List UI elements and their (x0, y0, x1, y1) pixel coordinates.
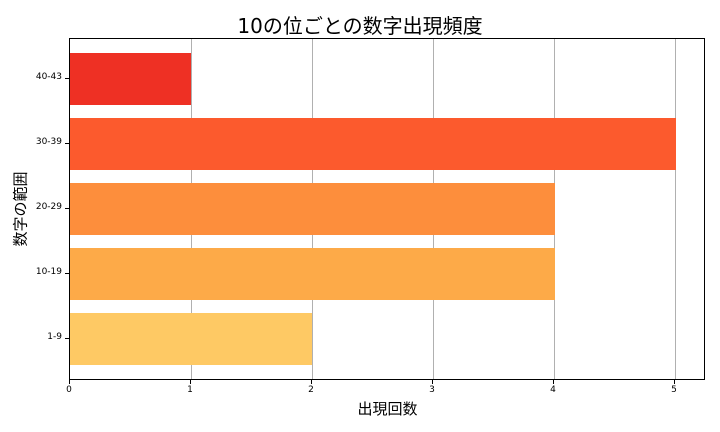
bar-20-29 (70, 183, 555, 235)
x-axis-label: 出現回数 (357, 400, 418, 418)
bar-40-43 (70, 53, 191, 105)
ytick-mark (65, 273, 69, 274)
gridline (675, 39, 676, 379)
ytick-mark (65, 208, 69, 209)
chart-title: 10の位ごとの数字出現頻度 (237, 14, 483, 38)
y-axis-label: 数字の範囲 (11, 171, 30, 247)
ytick-label: 20-29 (35, 202, 62, 212)
xtick-label: 3 (429, 385, 435, 395)
xtick-label: 1 (187, 385, 193, 395)
xtick-mark (674, 380, 675, 384)
xtick-label: 5 (671, 385, 677, 395)
bar-10-19 (70, 248, 555, 300)
ytick-mark (65, 78, 69, 79)
xtick-label: 2 (308, 385, 314, 395)
ytick-mark (65, 338, 69, 339)
ytick-label: 1-9 (47, 332, 62, 342)
ytick-label: 30-39 (35, 137, 62, 147)
ytick-mark (65, 143, 69, 144)
xtick-mark (190, 380, 191, 384)
xtick-mark (311, 380, 312, 384)
bar-1-9 (70, 313, 312, 365)
xtick-mark (432, 380, 433, 384)
plot-area (69, 38, 705, 380)
ytick-label: 40-43 (35, 72, 62, 82)
xtick-mark (553, 380, 554, 384)
xtick-label: 4 (550, 385, 556, 395)
ytick-label: 10-19 (35, 267, 62, 277)
xtick-mark (69, 380, 70, 384)
bar-30-39 (70, 118, 676, 170)
xtick-label: 0 (66, 385, 72, 395)
